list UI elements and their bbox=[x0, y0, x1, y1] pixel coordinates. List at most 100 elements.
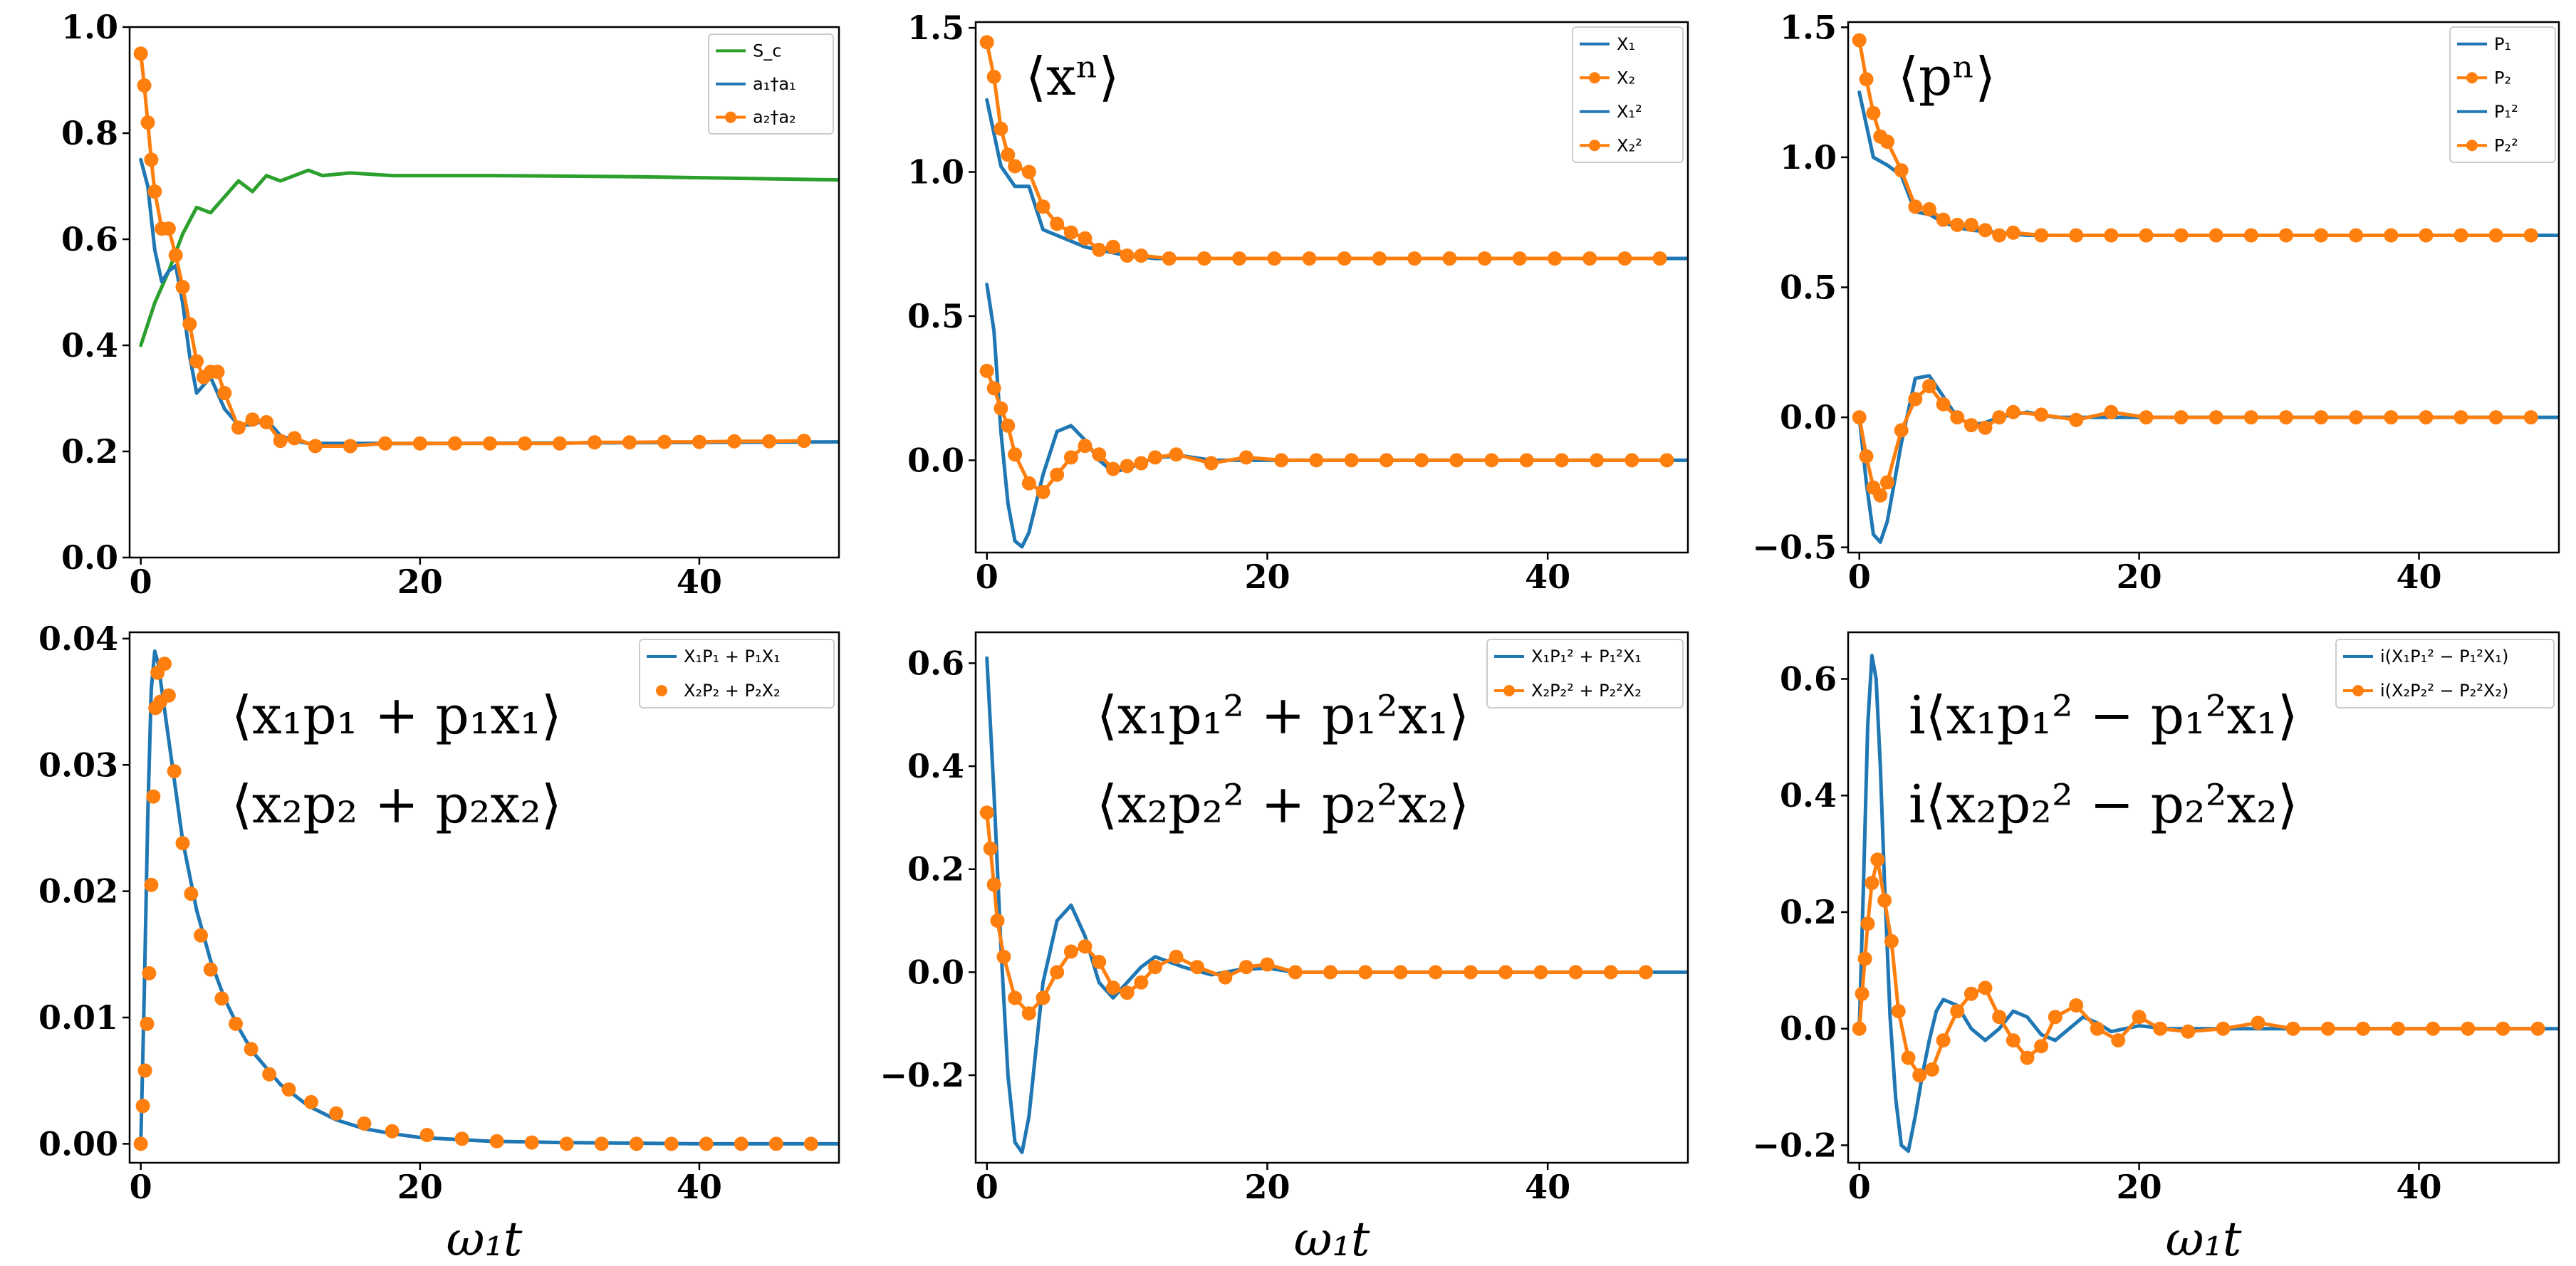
data-point bbox=[144, 877, 159, 892]
data-point bbox=[194, 928, 208, 943]
data-point bbox=[1554, 453, 1569, 468]
legend-label: i(X₁P₁² − P₁²X₁) bbox=[2380, 647, 2508, 666]
data-point bbox=[1964, 418, 1978, 433]
data-point bbox=[1036, 199, 1050, 214]
x-tick-label: 20 bbox=[1244, 1168, 1290, 1206]
data-point bbox=[552, 436, 567, 451]
y-tick-label: 0.01 bbox=[38, 998, 118, 1037]
data-point bbox=[1880, 135, 1894, 149]
panel-3: 0 20 40 −0.5 0.0 0.5 1.0 1.5 ⟨pⁿ⟩ P₁ P₂ P₁² P₂² bbox=[1752, 8, 2560, 596]
data-point bbox=[2426, 1021, 2441, 1036]
data-point bbox=[1912, 1068, 1927, 1083]
panel-4: 0 20 40 0.00 0.01 0.02 0.03 0.04 ω₁t ⟨x₁p₁ + p₁x₁… bbox=[38, 619, 840, 1266]
legend-label: P₁ bbox=[2494, 34, 2511, 54]
data-point bbox=[2104, 228, 2119, 243]
data-point bbox=[2488, 228, 2503, 243]
data-point bbox=[734, 1136, 749, 1151]
data-point bbox=[803, 1136, 818, 1151]
y-tick-label: 0.4 bbox=[61, 326, 118, 365]
data-point bbox=[147, 184, 162, 199]
data-point bbox=[214, 991, 229, 1006]
plot-frame bbox=[128, 631, 840, 1164]
data-point bbox=[727, 434, 741, 449]
data-point bbox=[2391, 1021, 2406, 1036]
data-point bbox=[986, 69, 1001, 84]
legend-label: P₁² bbox=[2494, 102, 2518, 122]
data-point bbox=[1428, 965, 1443, 980]
data-point bbox=[146, 789, 161, 804]
data-point bbox=[2048, 1010, 2063, 1025]
data-point bbox=[2419, 228, 2434, 243]
data-point bbox=[1978, 980, 1993, 995]
data-point bbox=[1865, 876, 1879, 890]
data-point bbox=[133, 1136, 148, 1151]
x-tick-label: 0 bbox=[130, 563, 152, 601]
data-point bbox=[594, 1136, 609, 1151]
data-point bbox=[1001, 418, 1016, 433]
data-point bbox=[1936, 397, 1951, 412]
data-point bbox=[2139, 410, 2154, 425]
panel-annotation: i⟨x₁p₁² − p₁²x₁⟩ bbox=[1909, 685, 2298, 746]
x-tick-label: 40 bbox=[677, 563, 722, 601]
plot-frame bbox=[974, 631, 1689, 1164]
data-point bbox=[1625, 453, 1639, 468]
data-point bbox=[1078, 439, 1093, 454]
data-point bbox=[1442, 251, 1457, 266]
data-point bbox=[1092, 242, 1107, 257]
data-point bbox=[1880, 475, 1894, 490]
data-point bbox=[1323, 965, 1337, 980]
data-point bbox=[1519, 453, 1534, 468]
data-point bbox=[1008, 990, 1023, 1005]
legend-box bbox=[1572, 26, 1684, 163]
data-point bbox=[1379, 453, 1394, 468]
data-point bbox=[986, 381, 1001, 396]
data-point bbox=[161, 221, 176, 236]
data-point bbox=[2174, 410, 2189, 425]
data-point bbox=[1134, 975, 1149, 990]
y-tick-label: 1.5 bbox=[907, 9, 964, 47]
data-point bbox=[167, 764, 182, 779]
x-tick-label: 20 bbox=[397, 563, 443, 601]
data-point bbox=[2006, 404, 2020, 419]
data-point bbox=[447, 436, 462, 451]
x-tick-label: 20 bbox=[1244, 558, 1290, 596]
data-point bbox=[1992, 410, 2007, 425]
data-point bbox=[524, 1135, 539, 1150]
y-tick-label: 0.5 bbox=[1780, 268, 1837, 307]
data-point bbox=[1063, 944, 1078, 959]
data-point bbox=[385, 1124, 400, 1139]
legend-label: i(X₂P₂² − P₂²X₂) bbox=[2380, 681, 2508, 701]
series-4 bbox=[1852, 33, 2538, 243]
data-point bbox=[1001, 147, 1016, 162]
data-point bbox=[184, 886, 199, 901]
y-tick-label: 1.5 bbox=[1780, 8, 1837, 46]
data-point bbox=[1652, 251, 1667, 266]
legend-swatch-marker bbox=[2466, 140, 2478, 152]
data-point bbox=[2278, 228, 2293, 243]
data-point bbox=[1050, 965, 1065, 980]
data-point bbox=[2132, 1010, 2147, 1025]
data-point bbox=[2034, 1039, 2049, 1054]
x-tick-label: 40 bbox=[1525, 558, 1570, 596]
data-point bbox=[1978, 223, 1993, 238]
data-point bbox=[161, 688, 176, 703]
data-point bbox=[1105, 980, 1120, 995]
data-point bbox=[1063, 450, 1078, 465]
data-point bbox=[1582, 251, 1597, 266]
legend-box bbox=[2335, 639, 2555, 708]
data-point bbox=[1078, 939, 1093, 954]
data-point bbox=[1050, 216, 1065, 231]
data-point bbox=[2314, 410, 2328, 425]
data-point bbox=[1372, 251, 1387, 266]
data-point bbox=[1092, 447, 1107, 462]
legend-label: X₂² bbox=[1617, 135, 1642, 155]
data-point bbox=[1859, 72, 1874, 87]
data-point bbox=[1105, 239, 1120, 254]
legend-box bbox=[1486, 639, 1684, 708]
data-point bbox=[1533, 965, 1548, 980]
series-2 bbox=[979, 363, 1674, 499]
data-point bbox=[1036, 990, 1050, 1005]
legend-swatch-marker bbox=[1503, 685, 1515, 696]
x-tick-label: 20 bbox=[397, 1168, 443, 1206]
x-tick-label: 0 bbox=[1848, 558, 1871, 596]
